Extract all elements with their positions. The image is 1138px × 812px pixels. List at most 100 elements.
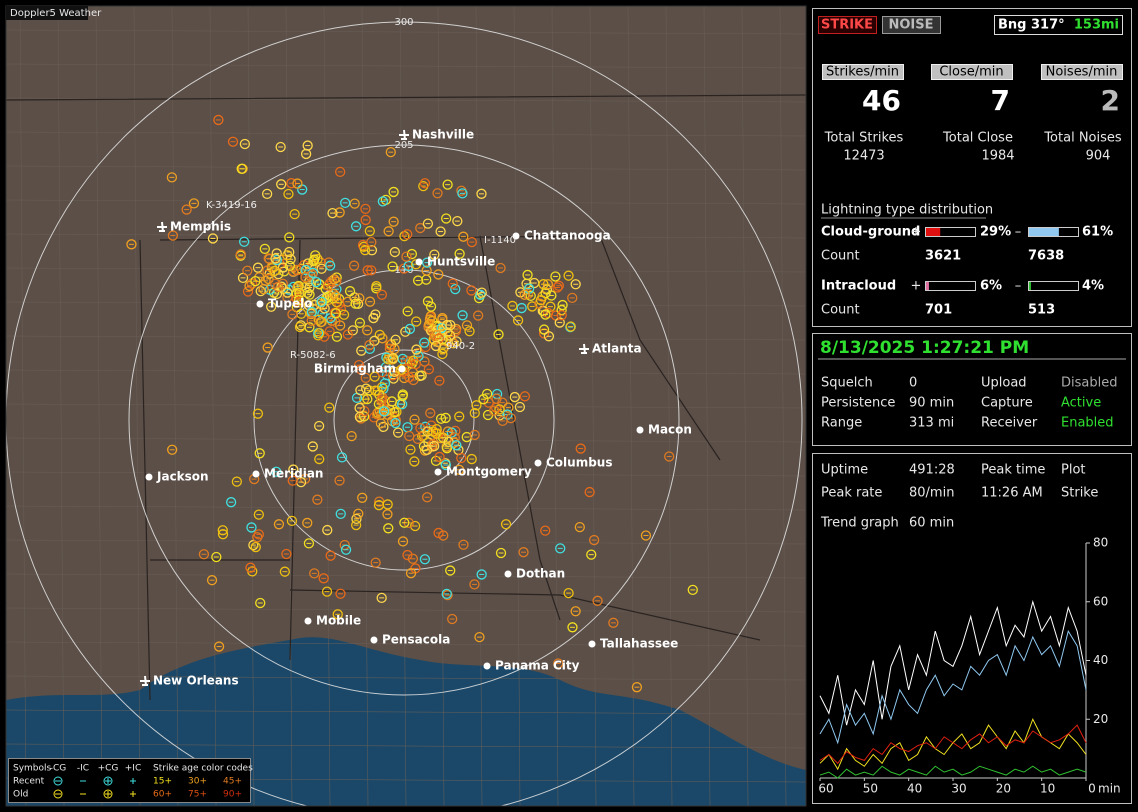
strike-symbol: [304, 289, 315, 300]
strike-symbol: [489, 405, 500, 416]
strike-symbol: [302, 517, 313, 529]
legend-box: [8, 758, 251, 803]
strike-symbol: [273, 519, 285, 530]
strike-symbol: [574, 521, 585, 533]
bar-track: [1028, 281, 1079, 291]
strike-symbol: [550, 271, 561, 282]
strike-symbol: [525, 290, 536, 302]
strike-symbol: [311, 276, 322, 288]
strike-symbol: [270, 253, 281, 264]
strike-symbol: [464, 326, 475, 337]
county-line: [6, 743, 806, 749]
strike-symbol: [404, 372, 415, 383]
strike-symbol: [435, 330, 446, 342]
noise-button[interactable]: [882, 16, 941, 34]
county-line: [6, 301, 806, 307]
county-line: [6, 539, 806, 545]
strike-symbol: [331, 284, 342, 295]
city-label: Huntsville: [427, 255, 495, 269]
strike-button-label[interactable]: STRIKE: [821, 18, 873, 33]
strike-symbol: [284, 260, 295, 271]
setting-text: Persistence: [821, 396, 895, 411]
x-tick-label: 0: [1088, 782, 1096, 796]
strike-symbol: [126, 239, 137, 250]
strike-symbol: [457, 310, 468, 321]
strike-symbol: [430, 340, 442, 352]
city-label: Columbus: [546, 456, 613, 470]
city-dot: [145, 473, 153, 481]
airport-icon: [579, 343, 589, 355]
setting-text: 313 mi: [909, 416, 954, 431]
strike-symbol: [360, 203, 371, 215]
strike-symbol: [399, 517, 410, 528]
strike-symbol: [664, 451, 675, 462]
count-label: Count: [821, 303, 860, 318]
strike-symbol: [567, 292, 578, 304]
datetime: 8/13/2025 1:27:21 PM: [820, 338, 1029, 358]
strike-symbol: [389, 246, 401, 258]
bearing: Bng 317°: [998, 18, 1065, 33]
x-tick-label: 20: [996, 782, 1011, 796]
count: 701: [925, 303, 952, 318]
strike-symbol: [410, 358, 422, 370]
strike-symbol: [461, 431, 472, 443]
strike-symbol: [435, 226, 446, 237]
county-line: [57, 6, 65, 806]
strike-symbol: [324, 326, 335, 337]
county-line: [285, 6, 293, 806]
strike-symbol: [469, 429, 480, 441]
strike-symbol: [481, 388, 493, 400]
x-tick-label: 60: [818, 782, 833, 796]
strike-symbol: [452, 215, 463, 227]
strike-symbol: [388, 216, 399, 227]
strike-symbol: [425, 407, 436, 419]
strike-symbol: [403, 260, 414, 272]
strike-symbol: [355, 364, 367, 375]
legend-symbol: [103, 789, 113, 799]
storm-tag: K-3419-16: [206, 200, 257, 211]
strike-symbol: [330, 291, 342, 302]
strike-button[interactable]: [818, 16, 877, 34]
strike-symbol: [309, 254, 320, 265]
strike-symbol: [687, 584, 698, 596]
city-label: Nashville: [412, 128, 474, 142]
strike-symbol: [565, 321, 576, 332]
city-dot: [398, 365, 406, 373]
city-label: Panama City: [495, 659, 580, 673]
strike-symbol: [412, 275, 424, 286]
strike-symbol: [245, 562, 256, 573]
legend-row: Recent: [13, 777, 45, 787]
strike-symbol: [395, 364, 407, 375]
strike-symbol: [469, 407, 480, 419]
city-dot: [588, 640, 596, 648]
x-tick-label: 50: [863, 782, 878, 796]
strike-symbol: [227, 136, 239, 147]
strike-symbol: [540, 309, 551, 320]
strike-symbol: [552, 282, 563, 293]
strike-symbol: [389, 366, 400, 378]
strike-symbol: [401, 251, 412, 262]
strike-symbol: [366, 265, 377, 276]
type-label: Cloud-ground: [821, 225, 920, 240]
strike-symbol: [406, 248, 418, 260]
strike-symbol: [327, 207, 338, 219]
strike-symbol: [340, 197, 351, 209]
strike-symbol: [276, 179, 287, 190]
strike-symbol: [319, 303, 330, 314]
strike-symbol: [207, 233, 219, 244]
strike-symbol: [312, 494, 323, 505]
legend-column: +IC: [125, 764, 141, 774]
strike-symbol: [518, 547, 529, 558]
rate-label: Noises/min: [1046, 65, 1118, 80]
strike-symbol: [329, 274, 340, 285]
map-frame: [5, 5, 807, 807]
noise-button-label[interactable]: NOISE: [888, 18, 933, 33]
legend: Symbols-CG -IC +CG +IC Recent Old Strike age c…: [8, 758, 253, 803]
strike-symbol: [445, 565, 456, 576]
strike-symbol: [288, 266, 299, 277]
strike-symbol: [331, 331, 343, 342]
range-ring-label: 110: [394, 265, 413, 276]
city-label: Birmingham: [314, 362, 396, 376]
strike-symbol: [266, 301, 277, 312]
